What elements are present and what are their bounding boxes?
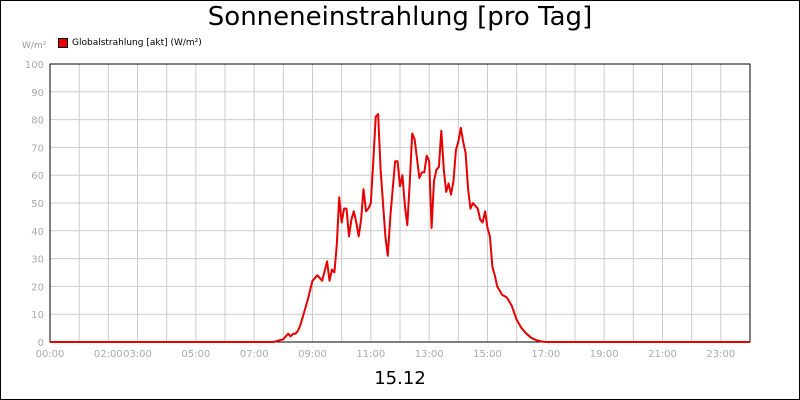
x-tick-label: 00:00 <box>36 349 65 360</box>
legend-label: Globalstrahlung [akt] (W/m²) <box>72 38 202 48</box>
x-tick-label: 09:00 <box>298 349 327 360</box>
x-tick-label: 19:00 <box>590 349 619 360</box>
y-tick-label: 0 <box>38 338 44 349</box>
x-tick-label: 05:00 <box>181 349 210 360</box>
legend-swatch <box>58 38 68 48</box>
x-tick-label: 02:00 <box>94 349 123 360</box>
x-tick-label: 03:00 <box>123 349 152 360</box>
y-tick-label: 70 <box>31 143 44 154</box>
x-tick-label: 17:00 <box>531 349 560 360</box>
y-tick-label: 30 <box>31 255 44 266</box>
y-tick-label: 20 <box>31 282 44 293</box>
y-tick-label: 40 <box>31 227 44 238</box>
y-tick-label: 90 <box>31 88 44 99</box>
series-line <box>50 113 750 343</box>
legend: Globalstrahlung [akt] (W/m²) <box>58 38 202 48</box>
x-tick-label: 13:00 <box>415 349 444 360</box>
x-tick-label: 11:00 <box>356 349 385 360</box>
x-tick-label: 15:00 <box>473 349 502 360</box>
y-tick-label: 50 <box>31 199 44 210</box>
chart-title: Sonneneinstrahlung [pro Tag] <box>207 2 593 32</box>
y-tick-label: 60 <box>31 171 44 182</box>
x-tick-label: 23:00 <box>706 349 735 360</box>
y-axis-unit: W/m² <box>22 41 47 51</box>
plot-border <box>49 63 751 343</box>
y-tick-label: 80 <box>31 116 44 127</box>
y-tick-label: 10 <box>31 310 44 321</box>
x-tick-label: 21:00 <box>648 349 677 360</box>
x-tick-label: 07:00 <box>240 349 269 360</box>
y-tick-label: 100 <box>25 60 44 71</box>
x-axis-date-label: 15.12 <box>374 368 426 389</box>
